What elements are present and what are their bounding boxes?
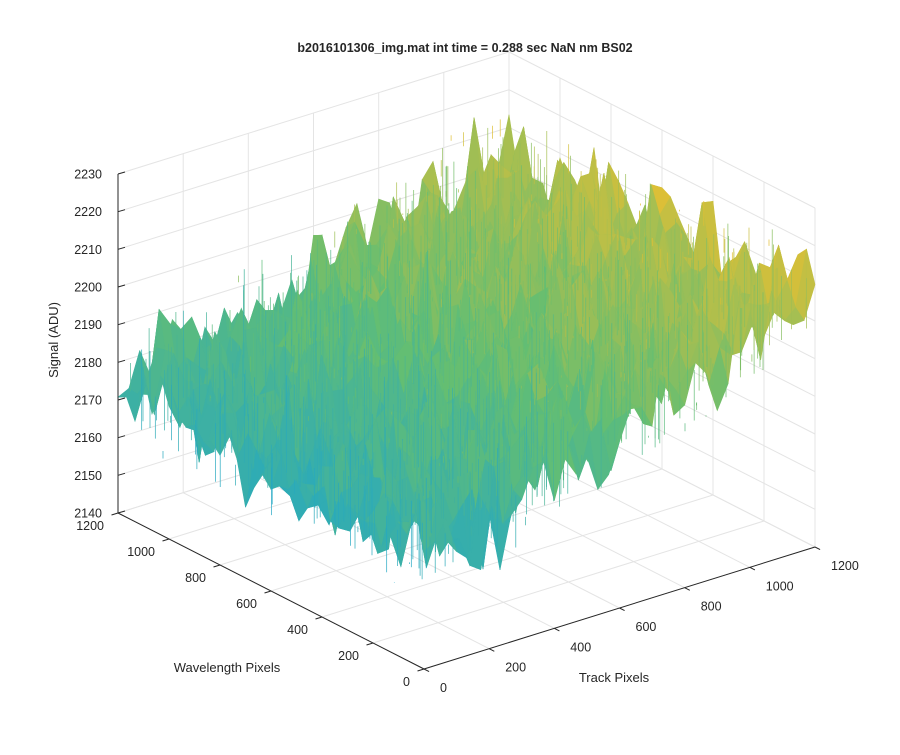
x-tick-mark [554, 627, 560, 632]
z-tick-label: 2230 [74, 168, 102, 182]
y-tick-mark [162, 538, 170, 542]
y-tick-mark [213, 564, 221, 568]
ticks-layer: 0 200 400 600 800 1000 1200 0 200 400 600 800 1000 12… [74, 168, 859, 696]
x-tick-mark [814, 546, 821, 551]
x-tick-label: 200 [505, 661, 526, 675]
x-tick-mark [423, 668, 430, 673]
z-tick-label: 2200 [74, 281, 102, 295]
z-tick-mark [117, 397, 126, 401]
z-tick-mark [117, 510, 126, 514]
z-tick-label: 2140 [74, 507, 102, 521]
y-tick-label: 600 [236, 597, 257, 611]
y-tick-label: 400 [287, 623, 308, 637]
x-tick-label: 800 [701, 600, 722, 614]
x-tick-mark [749, 566, 756, 571]
chart-title: b2016101306_img.mat int time = 0.288 sec… [297, 41, 632, 55]
y-tick-label: 1000 [127, 545, 155, 559]
z-tick-mark [117, 246, 126, 250]
grid-line [508, 51, 816, 209]
y-tick-mark [417, 668, 425, 672]
z-tick-label: 2220 [74, 205, 102, 219]
surface-layer [117, 114, 816, 583]
z-tick-mark [117, 209, 126, 213]
grid-line [117, 51, 510, 175]
z-axis-label: Signal (ADU) [46, 302, 61, 378]
x-tick-mark [619, 607, 625, 612]
x-tick-label: 400 [570, 640, 591, 654]
x-tick-mark [488, 648, 495, 652]
z-tick-mark [117, 472, 126, 476]
grid-line [117, 126, 510, 250]
x-tick-mark [684, 587, 691, 591]
grid-line [321, 494, 714, 618]
y-tick-label: 1200 [76, 519, 104, 533]
z-tick-mark [117, 171, 126, 175]
z-tick-mark [117, 284, 126, 288]
z-tick-label: 2160 [74, 431, 102, 445]
x-axis-label: Track Pixels [579, 670, 650, 685]
x-tick-label: 600 [636, 620, 657, 634]
x-tick-label: 1000 [766, 579, 794, 593]
x-tick-label: 0 [440, 681, 447, 695]
z-tick-label: 2150 [74, 469, 102, 483]
y-tick-mark [111, 512, 119, 516]
z-tick-mark [117, 359, 126, 363]
z-tick-mark [117, 435, 126, 439]
y-tick-mark [315, 616, 323, 620]
grid-line [117, 89, 510, 213]
z-tick-label: 2180 [74, 356, 102, 370]
z-tick-label: 2170 [74, 394, 102, 408]
grid-line [508, 89, 816, 247]
y-axis-label: Wavelength Pixels [174, 660, 281, 675]
y-tick-label: 800 [185, 571, 206, 585]
y-tick-label: 0 [403, 675, 410, 689]
y-tick-label: 200 [338, 649, 359, 663]
y-tick-mark [264, 590, 272, 594]
y-tick-mark [366, 642, 374, 646]
z-tick-mark [117, 322, 126, 326]
x-tick-label: 1200 [831, 559, 859, 573]
grid-line [117, 164, 510, 288]
grid-line [372, 520, 765, 644]
z-tick-label: 2190 [74, 318, 102, 332]
z-tick-label: 2210 [74, 243, 102, 257]
